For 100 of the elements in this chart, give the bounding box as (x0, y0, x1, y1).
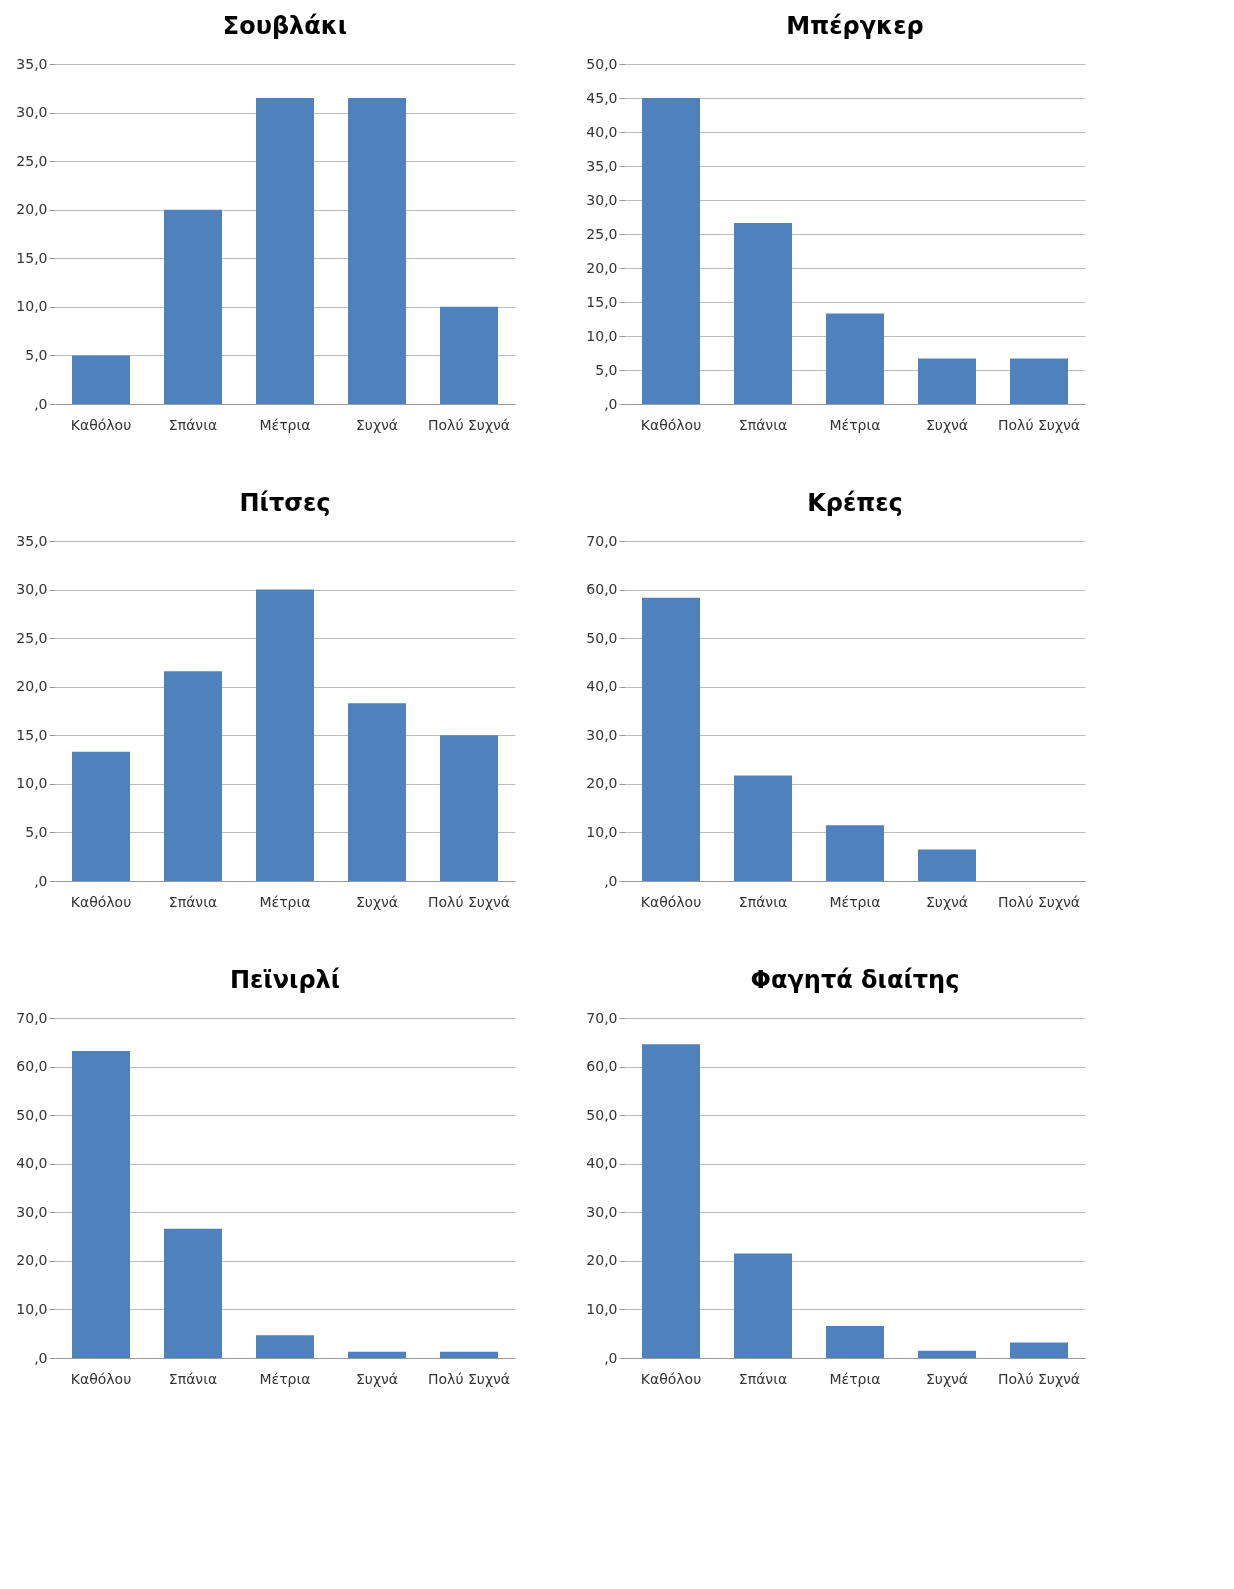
chart-title: Φαγητά διαίτης (750, 966, 960, 994)
y-tick-label: 30,0 (16, 1203, 48, 1220)
y-tick-label: 20,0 (586, 1252, 618, 1269)
x-tick-label: Συχνά (925, 893, 969, 910)
y-tick-label: 20,0 (16, 201, 48, 218)
bar (642, 1044, 700, 1358)
y-tick-label: 20,0 (16, 1252, 48, 1269)
y-tick-label: 30,0 (16, 104, 48, 121)
bar (164, 671, 222, 881)
x-tick-label: Σπάνια (168, 1370, 218, 1387)
y-tick-label: ,0 (604, 1349, 618, 1366)
bar (256, 589, 314, 881)
x-tick-label: Σπάνια (168, 416, 218, 433)
y-tick-label: 35,0 (16, 532, 48, 549)
y-tick-label: 10,0 (16, 1300, 48, 1317)
y-tick-label: 20,0 (586, 775, 618, 792)
x-tick-label: Σπάνια (738, 416, 788, 433)
bar (734, 223, 792, 404)
y-tick-label: 60,0 (586, 581, 618, 598)
bar (642, 597, 700, 881)
chart-title: Πίτσες (239, 489, 331, 517)
chart-title: Κρέπες (807, 489, 903, 517)
x-tick-label: Καθόλου (70, 416, 132, 433)
chart-title: Μπέργκερ (786, 12, 924, 40)
bar (164, 1228, 222, 1358)
x-tick-label: Καθόλου (70, 893, 132, 910)
x-tick-label: Συχνά (355, 1370, 399, 1387)
y-tick-label: 70,0 (586, 1009, 618, 1026)
y-tick-label: 60,0 (586, 1058, 618, 1075)
bar (440, 1351, 498, 1358)
x-tick-label: Μέτρια (259, 1370, 311, 1387)
y-tick-label: 60,0 (16, 1058, 48, 1075)
bar (164, 209, 222, 404)
x-tick-label: Πολύ Συχνά (427, 1370, 511, 1387)
chart-title: Πεϊνιρλί (229, 966, 341, 994)
y-tick-label: 15,0 (586, 293, 618, 310)
y-tick-label: 40,0 (586, 123, 618, 140)
y-tick-label: 15,0 (16, 249, 48, 266)
y-tick-label: 30,0 (586, 191, 618, 208)
y-tick-label: ,0 (34, 872, 48, 889)
y-tick-label: 50,0 (586, 55, 618, 72)
x-tick-label: Συχνά (925, 416, 969, 433)
y-tick-label: 70,0 (586, 532, 618, 549)
y-tick-label: 35,0 (586, 157, 618, 174)
x-tick-label: Συχνά (355, 893, 399, 910)
x-tick-label: Σπάνια (168, 893, 218, 910)
x-tick-label: Μέτρια (259, 416, 311, 433)
bar (440, 306, 498, 404)
y-tick-label: ,0 (34, 395, 48, 412)
y-tick-label: 5,0 (595, 361, 618, 378)
y-tick-label: 40,0 (16, 1155, 48, 1172)
x-tick-label: Πολύ Συχνά (997, 1370, 1081, 1387)
y-tick-label: 10,0 (586, 1300, 618, 1317)
y-tick-label: 25,0 (16, 152, 48, 169)
x-tick-label: Πολύ Συχνά (427, 893, 511, 910)
x-tick-label: Συχνά (925, 1370, 969, 1387)
x-tick-label: Μέτρια (829, 893, 881, 910)
y-tick-label: 20,0 (586, 259, 618, 276)
x-tick-label: Μέτρια (829, 416, 881, 433)
y-tick-label: 50,0 (586, 629, 618, 646)
y-tick-label: 25,0 (16, 629, 48, 646)
y-tick-label: 25,0 (586, 225, 618, 242)
y-tick-label: 10,0 (586, 327, 618, 344)
y-tick-label: 15,0 (16, 726, 48, 743)
bar (826, 313, 884, 404)
x-tick-label: Συχνά (355, 416, 399, 433)
y-tick-label: 30,0 (586, 1203, 618, 1220)
bar (642, 98, 700, 404)
y-tick-label: 45,0 (586, 89, 618, 106)
y-tick-label: ,0 (34, 1349, 48, 1366)
bar (1010, 358, 1068, 404)
bar (72, 1051, 130, 1358)
bar (918, 1350, 976, 1358)
x-tick-label: Πολύ Συχνά (997, 416, 1081, 433)
bar (826, 1325, 884, 1358)
bar (348, 1351, 406, 1358)
bar (440, 735, 498, 881)
y-tick-label: 5,0 (25, 823, 48, 840)
x-tick-label: Σπάνια (738, 1370, 788, 1387)
bar (918, 358, 976, 404)
bar (734, 775, 792, 881)
y-tick-label: 40,0 (586, 1155, 618, 1172)
bar (256, 98, 314, 404)
y-tick-label: 50,0 (16, 1106, 48, 1123)
y-tick-label: 30,0 (16, 581, 48, 598)
bar (72, 751, 130, 881)
y-tick-label: 10,0 (16, 775, 48, 792)
bar (348, 703, 406, 881)
bar (918, 849, 976, 881)
y-tick-label: ,0 (604, 395, 618, 412)
bar (72, 355, 130, 404)
bar (734, 1253, 792, 1358)
y-tick-label: 20,0 (16, 678, 48, 695)
y-tick-label: 30,0 (586, 726, 618, 743)
x-tick-label: Σπάνια (738, 893, 788, 910)
bar (1010, 1342, 1068, 1358)
y-tick-label: 10,0 (586, 823, 618, 840)
y-tick-label: 35,0 (16, 55, 48, 72)
y-tick-label: 10,0 (16, 298, 48, 315)
y-tick-label: 5,0 (25, 346, 48, 363)
